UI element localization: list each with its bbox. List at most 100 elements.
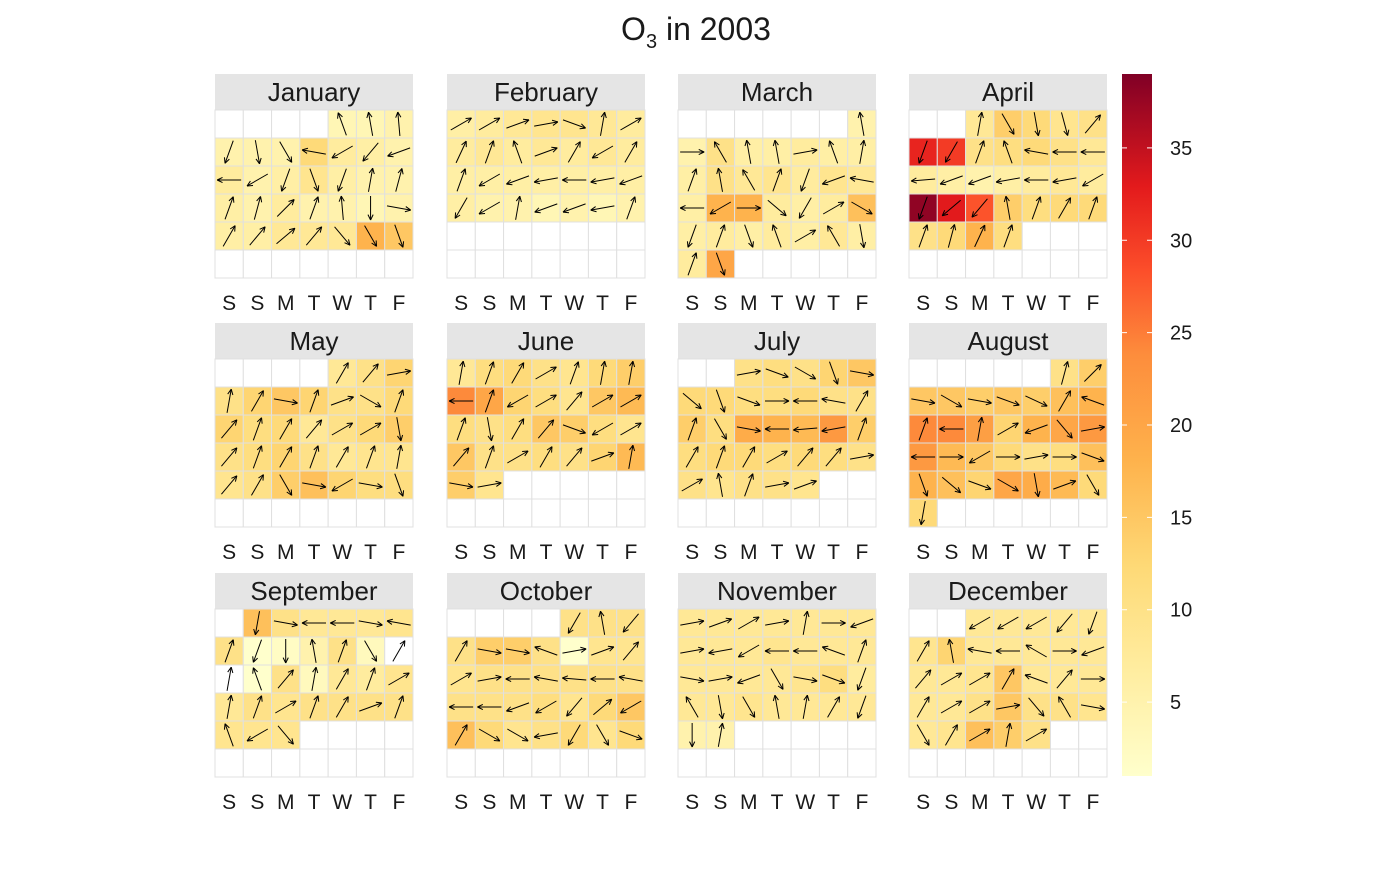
grid-cell <box>966 359 994 387</box>
weekday-label: S <box>454 791 468 814</box>
weekday-label: S <box>482 541 496 564</box>
grid-cell <box>937 499 965 527</box>
weekday-label: T <box>1002 292 1015 315</box>
weekday-label: F <box>855 791 868 814</box>
grid-cell <box>504 609 532 637</box>
grid-cell <box>617 499 645 527</box>
weekday-label: F <box>392 791 405 814</box>
weekday-label: M <box>740 292 758 315</box>
weekday-label: W <box>564 791 584 814</box>
grid-cell <box>706 749 734 777</box>
grid-cell <box>272 359 300 387</box>
weekday-label: W <box>1026 791 1046 814</box>
grid-cell <box>966 499 994 527</box>
grid-cell <box>504 471 532 499</box>
grid-cell <box>243 749 271 777</box>
weekday-label: W <box>1026 292 1046 315</box>
month-title: June <box>518 326 574 356</box>
grid-cell <box>909 359 937 387</box>
weekday-label: S <box>944 292 958 315</box>
weekday-label: W <box>795 292 815 315</box>
grid-cell <box>328 721 356 749</box>
grid-cell <box>328 749 356 777</box>
grid-cell <box>385 250 413 278</box>
grid-cell <box>763 749 791 777</box>
weekday-label: S <box>944 791 958 814</box>
grid-cell <box>735 721 763 749</box>
grid-cell <box>937 359 965 387</box>
grid-cell <box>617 222 645 250</box>
grid-cell <box>560 471 588 499</box>
grid-cell <box>678 110 706 138</box>
weekday-label: S <box>454 541 468 564</box>
grid-cell <box>909 609 937 637</box>
grid-cell <box>763 250 791 278</box>
month-title: April <box>982 77 1034 107</box>
grid-cell <box>560 749 588 777</box>
grid-cell <box>678 359 706 387</box>
weekday-label: S <box>454 292 468 315</box>
weekday-label: T <box>308 541 321 564</box>
weekday-label: F <box>855 541 868 564</box>
grid-cell <box>272 250 300 278</box>
grid-cell <box>1079 222 1107 250</box>
grid-cell <box>447 609 475 637</box>
weekday-label: T <box>364 791 377 814</box>
weekday-label: S <box>916 541 930 564</box>
grid-cell <box>1022 499 1050 527</box>
weekday-label: W <box>795 791 815 814</box>
grid-cell <box>588 250 616 278</box>
weekday-label: T <box>540 791 553 814</box>
grid-cell <box>272 110 300 138</box>
grid-cell <box>909 250 937 278</box>
grid-cell <box>617 749 645 777</box>
weekday-label: F <box>624 292 637 315</box>
grid-cell <box>966 250 994 278</box>
grid-cell <box>532 250 560 278</box>
grid-cell <box>1050 250 1078 278</box>
grid-cell <box>328 250 356 278</box>
month-title: September <box>250 576 378 606</box>
weekday-label: F <box>624 791 637 814</box>
grid-cell <box>763 110 791 138</box>
weekday-label: T <box>771 541 784 564</box>
weekday-label: T <box>308 791 321 814</box>
weekday-label: S <box>916 791 930 814</box>
grid-cell <box>328 499 356 527</box>
grid-cell <box>475 222 503 250</box>
weekday-label: W <box>332 791 352 814</box>
grid-cell <box>300 359 328 387</box>
grid-cell <box>560 499 588 527</box>
weekday-label: S <box>250 292 264 315</box>
grid-cell <box>560 250 588 278</box>
weekday-label: W <box>795 541 815 564</box>
weekday-label: S <box>713 541 727 564</box>
grid-cell <box>791 749 819 777</box>
grid-cell <box>1079 499 1107 527</box>
weekday-label: T <box>364 292 377 315</box>
grid-cell <box>475 499 503 527</box>
grid-cell <box>447 222 475 250</box>
weekday-label: T <box>364 541 377 564</box>
weekday-label: S <box>713 791 727 814</box>
weekday-label: T <box>827 292 840 315</box>
weekday-label: M <box>971 791 989 814</box>
grid-cell <box>791 721 819 749</box>
grid-cell <box>678 499 706 527</box>
grid-cell <box>215 250 243 278</box>
weekday-label: T <box>540 541 553 564</box>
month-title: December <box>948 576 1068 606</box>
weekday-label: T <box>1058 541 1071 564</box>
grid-cell <box>504 749 532 777</box>
grid-cell <box>243 499 271 527</box>
grid-cell <box>356 250 384 278</box>
grid-cell <box>532 499 560 527</box>
grid-cell <box>994 749 1022 777</box>
month-title: November <box>717 576 837 606</box>
grid-cell <box>909 110 937 138</box>
